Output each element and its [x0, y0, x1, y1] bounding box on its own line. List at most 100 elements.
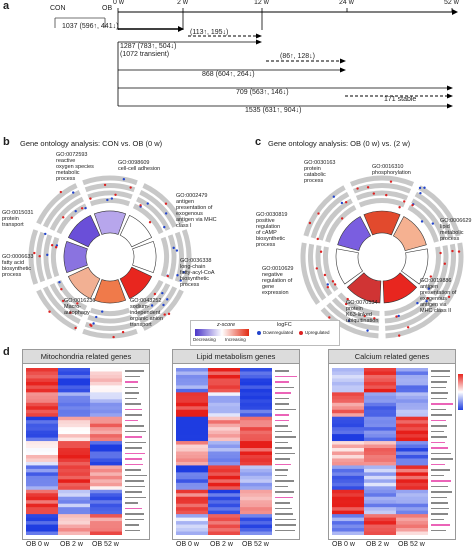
- n-con-ob: 1037 (596↑, 441↓): [62, 23, 119, 30]
- heatmap-cell: [364, 503, 397, 508]
- heatmap-cell: [364, 514, 397, 519]
- heatmap-cell: [26, 430, 59, 435]
- c-gene-dot: [443, 262, 447, 265]
- heatmap-cell: [176, 507, 209, 512]
- heatmap-cell: [396, 409, 428, 414]
- b-gene-dot: [38, 254, 41, 258]
- heatmap-cell: [26, 406, 59, 411]
- heatmap-cell: [364, 507, 397, 512]
- c-gene-dot: [317, 212, 320, 215]
- gene-label-line: [275, 496, 294, 499]
- heatmap-cell: [332, 461, 365, 466]
- gene-label-line: [431, 458, 453, 460]
- heatmap-cell: [90, 388, 122, 393]
- heatmap-cell: [26, 531, 59, 535]
- b-ring-segment: [42, 286, 81, 325]
- gene-label-line: [275, 485, 289, 488]
- b-zscore-segment: [119, 214, 153, 248]
- heatmap-cell: [332, 381, 365, 386]
- c-gene-dot: [326, 283, 329, 286]
- heatmap-cell: [332, 517, 365, 522]
- heatmap-cell: [332, 371, 365, 376]
- heatmap-cell: [332, 486, 365, 491]
- heatmap-cell: [58, 430, 91, 435]
- heatmap-cell: [176, 528, 209, 532]
- b-ring-segment: [181, 229, 192, 285]
- gene-label-line: [275, 474, 288, 477]
- heatmap-cell: [26, 413, 59, 418]
- b-gene-dot: [106, 198, 109, 202]
- heatmap-cell: [240, 399, 272, 404]
- heatmap-cell: [240, 402, 272, 407]
- heatmap-cell: [90, 437, 122, 442]
- b-zscore-segment: [67, 266, 101, 300]
- heatmap-cell: [208, 448, 241, 452]
- heatmap-cell: [90, 503, 122, 508]
- heatmap-cell: [90, 507, 122, 512]
- heatmap-cell: [364, 496, 397, 501]
- gene-label-line: [275, 452, 295, 455]
- gene-label-line: [275, 518, 296, 521]
- gene-label-line: [431, 463, 446, 466]
- gene-label-line: [275, 419, 289, 422]
- heatmap-cell: [240, 444, 272, 449]
- heatmap-cell: [332, 392, 365, 397]
- c-ring-segment: [407, 205, 439, 243]
- gene-label-line: [275, 397, 290, 400]
- heatmap-cell: [90, 444, 122, 449]
- b-gene-dot: [50, 244, 54, 247]
- c-ring-segment: [320, 307, 379, 339]
- c-gene-dot: [398, 334, 401, 337]
- gene-label-line: [125, 469, 142, 471]
- heatmap-cell: [176, 402, 209, 407]
- b-gene-dot: [167, 312, 171, 316]
- b-gene-dot: [166, 274, 169, 278]
- gene-label-line: [275, 463, 292, 466]
- heatmap-cell: [208, 451, 241, 456]
- c-zscore-segment: [346, 272, 382, 304]
- heatmap-cell: [26, 374, 59, 379]
- gene-label-line: [125, 518, 144, 521]
- heatmap-cell: [26, 479, 59, 484]
- gene-label-line: [275, 524, 297, 526]
- heatmap-cell: [332, 524, 365, 529]
- gene-label-line: [431, 386, 446, 389]
- c-gene-dot: [439, 251, 442, 255]
- b-ring-segment: [142, 183, 184, 225]
- b-ring-segment: [160, 236, 169, 278]
- heatmap-cell: [332, 475, 365, 480]
- b-gene-dot: [92, 322, 95, 325]
- c-gene-dot: [333, 283, 337, 286]
- legend-zscore: z-score: [217, 322, 236, 328]
- heatmap-cell: [240, 392, 272, 397]
- heatmap-cell: [240, 503, 272, 508]
- heatmap-cell: [332, 507, 365, 512]
- c-ring-segment: [414, 191, 454, 239]
- c-gene-dot: [420, 220, 424, 223]
- heatmap-calcium-title: Calcium related genes: [328, 349, 456, 363]
- b-ring-segment: [84, 183, 136, 193]
- heatmap-cell: [26, 437, 59, 442]
- heatmap-cell: [332, 448, 365, 452]
- gene-label-line: [125, 496, 146, 499]
- heatmap-cell: [332, 430, 365, 435]
- heatmap-cell: [208, 385, 241, 390]
- heatmap-cell: [58, 507, 91, 512]
- heatmap-cell: [90, 385, 122, 390]
- heatmap-cell: [176, 517, 209, 522]
- heatmap-cell: [26, 468, 59, 473]
- heatmap-cell: [208, 416, 241, 421]
- heatmap-cell: [332, 420, 365, 425]
- b-gene-dot: [69, 311, 72, 314]
- heatmap-cell: [240, 521, 272, 525]
- c-gene-dot: [344, 302, 348, 306]
- heatmap-cell: [26, 420, 59, 425]
- b-gene-dot: [54, 246, 58, 249]
- heatmap-cell: [396, 434, 428, 438]
- heatmap-cell: [208, 430, 241, 435]
- heatmap-cell: [90, 395, 122, 400]
- heatmap-cell: [396, 441, 428, 445]
- gene-label-line: [431, 408, 447, 411]
- c-gene-dot: [403, 200, 406, 203]
- tp-12w: 12 w: [254, 0, 269, 6]
